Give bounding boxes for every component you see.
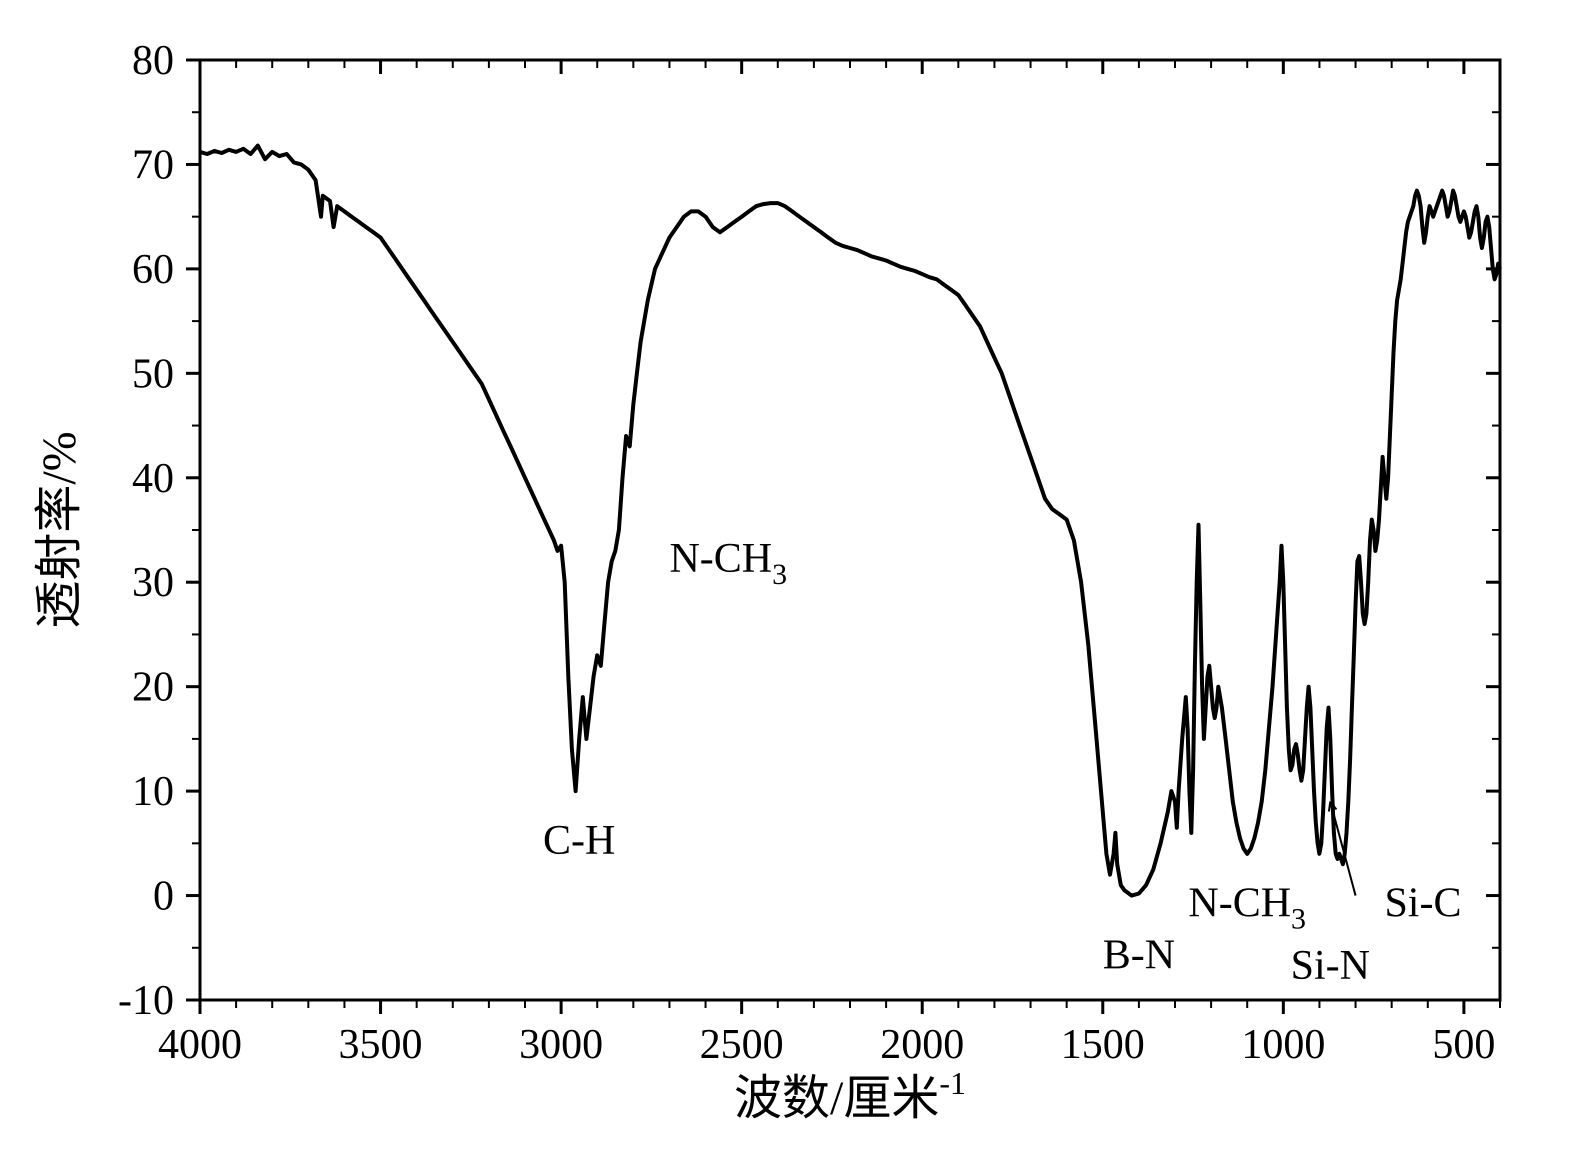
ir-spectrum-chart: 4000 3500 3000 2500 2000 1500 1000 500 -10 0 10 20 3… xyxy=(20,20,1569,1153)
svg-text:40: 40 xyxy=(132,456,174,502)
svg-text:20: 20 xyxy=(132,665,174,711)
svg-text:2500: 2500 xyxy=(700,1022,784,1068)
svg-text:50: 50 xyxy=(132,351,174,397)
svg-text:1000: 1000 xyxy=(1241,1022,1325,1068)
svg-text:Si-N: Si-N xyxy=(1291,943,1370,989)
svg-text:N-CH3: N-CH3 xyxy=(669,536,787,591)
svg-text:2000: 2000 xyxy=(880,1022,964,1068)
svg-text:10: 10 xyxy=(132,769,174,815)
svg-text:60: 60 xyxy=(132,247,174,293)
svg-text:透射率/%: 透射率/% xyxy=(33,431,86,628)
svg-text:500: 500 xyxy=(1432,1022,1495,1068)
svg-text:3500: 3500 xyxy=(339,1022,423,1068)
chart-svg: 4000 3500 3000 2500 2000 1500 1000 500 -10 0 10 20 3… xyxy=(20,20,1569,1153)
svg-text:30: 30 xyxy=(132,560,174,606)
svg-text:4000: 4000 xyxy=(158,1022,242,1068)
svg-text:1500: 1500 xyxy=(1061,1022,1145,1068)
svg-text:70: 70 xyxy=(132,142,174,188)
svg-text:波数/厘米-1: 波数/厘米-1 xyxy=(734,1065,966,1125)
svg-text:3000: 3000 xyxy=(519,1022,603,1068)
svg-text:Si-C: Si-C xyxy=(1384,880,1461,926)
svg-text:B-N: B-N xyxy=(1103,933,1175,979)
svg-text:N-CH3: N-CH3 xyxy=(1188,880,1306,935)
svg-text:-10: -10 xyxy=(118,978,174,1024)
svg-text:C-H: C-H xyxy=(543,818,615,864)
svg-text:80: 80 xyxy=(132,38,174,84)
svg-text:0: 0 xyxy=(153,874,174,920)
